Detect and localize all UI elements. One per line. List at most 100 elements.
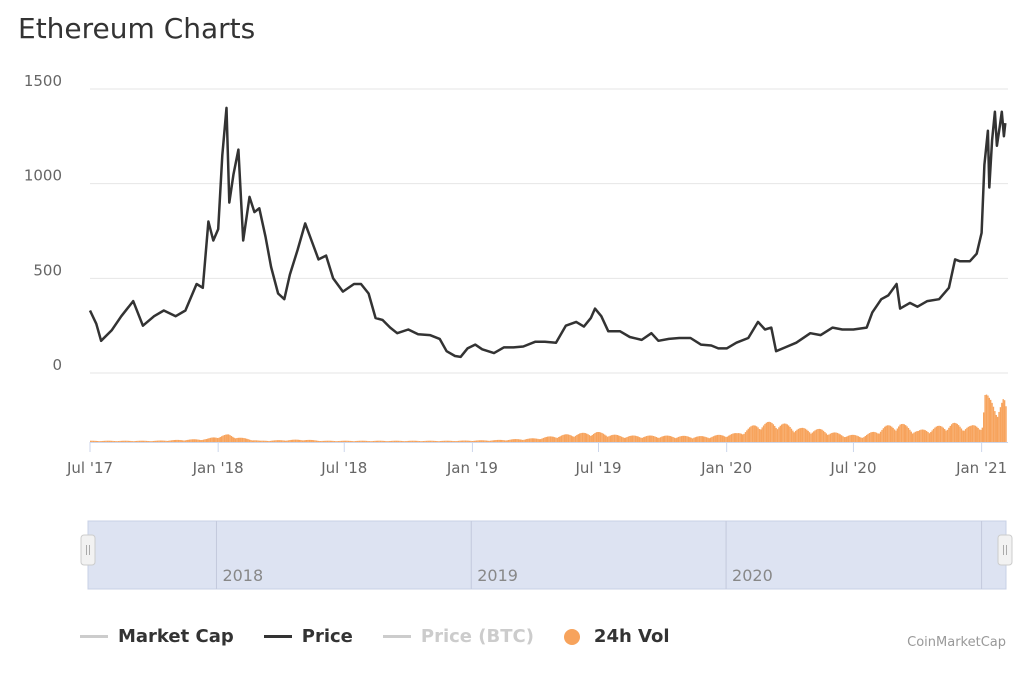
volume-bar bbox=[294, 439, 297, 442]
volume-bar bbox=[702, 436, 705, 442]
volume-bar bbox=[425, 440, 428, 442]
volume-bar bbox=[651, 435, 653, 442]
volume-bar bbox=[874, 432, 876, 442]
volume-bar bbox=[376, 440, 379, 442]
volume-bar bbox=[492, 440, 495, 442]
volume-bar bbox=[822, 430, 825, 442]
legend-item-vol[interactable]: 24h Vol bbox=[563, 626, 670, 647]
volume-bar bbox=[255, 440, 258, 442]
volume-bar bbox=[435, 441, 437, 442]
volume-bar bbox=[658, 437, 660, 442]
volume-bar bbox=[803, 428, 805, 442]
x-tick-label: Jul '20 bbox=[829, 459, 876, 477]
volume-bar bbox=[390, 440, 393, 442]
volume-bar bbox=[619, 436, 621, 442]
volume-bar bbox=[356, 440, 358, 442]
volume-bar bbox=[900, 424, 903, 442]
volume-bar bbox=[244, 438, 247, 442]
volume-bar bbox=[945, 430, 947, 442]
volume-bar bbox=[546, 436, 549, 442]
volume-bar bbox=[623, 437, 625, 442]
volume-bar bbox=[861, 437, 864, 442]
volume-bar bbox=[99, 441, 102, 442]
volume-bar bbox=[517, 439, 520, 442]
volume-bar bbox=[551, 436, 553, 442]
volume-bar bbox=[123, 440, 125, 442]
volume-bar bbox=[560, 435, 563, 442]
volume-bar bbox=[409, 440, 411, 442]
volume-bar bbox=[319, 441, 322, 442]
volume-bar bbox=[247, 439, 249, 442]
volume-bar bbox=[556, 437, 559, 442]
volume-bar bbox=[801, 427, 804, 442]
volume-bar bbox=[521, 439, 524, 442]
navigator-handle-right[interactable] bbox=[997, 534, 1013, 566]
volume-bar bbox=[200, 440, 202, 442]
volume-bar bbox=[106, 440, 109, 442]
volume-bar bbox=[820, 429, 822, 442]
legend-item-price[interactable]: Price bbox=[263, 626, 353, 647]
navigator-handle-left[interactable] bbox=[80, 534, 96, 566]
volume-bar bbox=[733, 433, 736, 442]
volume-bar bbox=[368, 441, 371, 442]
volume-bar bbox=[750, 426, 752, 442]
volume-bar bbox=[365, 440, 368, 442]
volume-bar bbox=[163, 440, 166, 442]
volume-bar bbox=[243, 438, 245, 442]
volume-bar bbox=[240, 437, 242, 442]
volume-bar bbox=[276, 440, 279, 442]
volume-bar bbox=[396, 440, 398, 442]
volume-bar bbox=[555, 437, 557, 442]
volume-bar bbox=[712, 436, 715, 442]
volume-bar bbox=[513, 439, 515, 442]
volume-bar bbox=[197, 439, 199, 442]
volume-bar bbox=[232, 436, 234, 442]
volume-bar bbox=[129, 440, 131, 442]
volume-bar bbox=[672, 437, 674, 442]
volume-bar bbox=[375, 440, 377, 442]
volume-bar bbox=[487, 440, 489, 442]
volume-bar bbox=[567, 434, 570, 442]
volume-bar bbox=[843, 437, 846, 442]
volume-bar bbox=[308, 439, 311, 442]
volume-bar bbox=[109, 440, 111, 442]
volume-bar bbox=[360, 440, 362, 442]
volume-bar bbox=[98, 441, 100, 442]
volume-bar bbox=[304, 440, 306, 442]
volume-bar bbox=[122, 440, 124, 442]
volume-bar bbox=[410, 440, 412, 442]
volume-bar bbox=[502, 440, 504, 442]
volume-bar bbox=[427, 440, 429, 442]
volume-bar bbox=[534, 438, 536, 442]
volume-bar bbox=[499, 439, 501, 442]
volume-bar bbox=[403, 441, 405, 442]
volume-bar bbox=[461, 440, 464, 442]
volume-bar bbox=[147, 440, 149, 442]
volume-bar bbox=[371, 441, 373, 442]
y-tick-label: 0 bbox=[52, 356, 62, 374]
volume-bar bbox=[994, 411, 996, 442]
volume-bar bbox=[464, 440, 467, 442]
credit-link[interactable]: CoinMarketCap bbox=[907, 635, 1006, 650]
volume-bar bbox=[453, 441, 456, 442]
volume-bar bbox=[694, 437, 697, 442]
volume-bar bbox=[219, 437, 221, 442]
volume-bar bbox=[849, 435, 851, 442]
volume-bar bbox=[934, 427, 936, 442]
volume-bar bbox=[324, 440, 326, 442]
navigator-year-label: 2018 bbox=[222, 566, 263, 585]
volume-bar bbox=[194, 439, 196, 442]
volume-bar bbox=[298, 439, 301, 442]
volume-bar bbox=[301, 440, 304, 442]
legend-item-market_cap[interactable]: Market Cap bbox=[80, 626, 234, 647]
volume-bar bbox=[764, 423, 766, 442]
legend-item-price_btc[interactable]: Price (BTC) bbox=[382, 626, 534, 647]
volume-bar bbox=[456, 440, 458, 442]
volume-bar bbox=[584, 433, 586, 442]
volume-bar bbox=[581, 432, 584, 442]
volume-bar bbox=[198, 439, 201, 442]
volume-bar bbox=[395, 440, 397, 442]
volume-bar bbox=[363, 440, 365, 442]
volume-bar bbox=[957, 425, 960, 442]
